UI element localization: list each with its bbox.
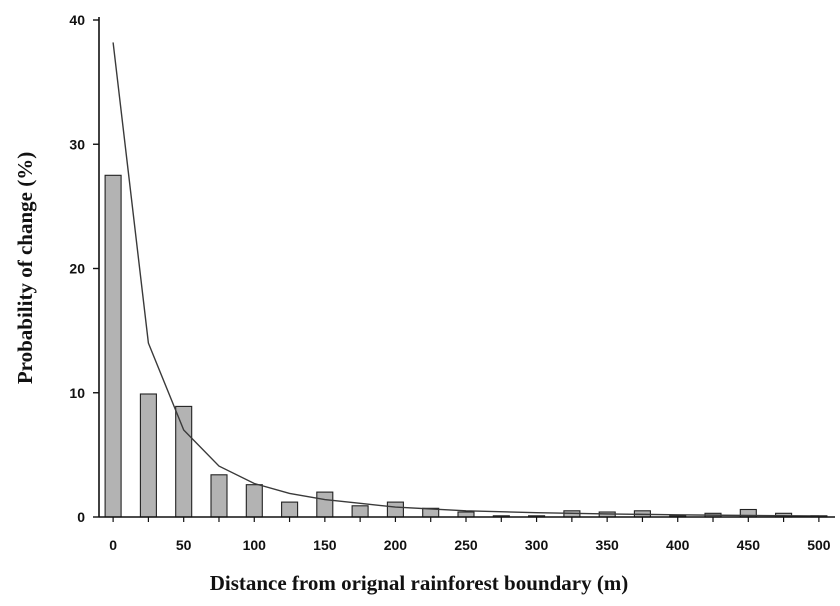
x-tick-label: 400	[666, 537, 690, 553]
x-tick-label: 0	[109, 537, 117, 553]
bar	[175, 405, 193, 518]
y-tick-label: 40	[69, 12, 85, 28]
x-tick-label: 300	[525, 537, 549, 553]
x-axis-title: Distance from orignal rainforest boundar…	[210, 571, 629, 595]
y-axis-title: Probability of change (%)	[13, 152, 37, 384]
y-tick-label: 30	[69, 136, 85, 152]
bar	[351, 505, 369, 518]
x-tick-label: 500	[807, 537, 831, 553]
bar	[386, 501, 404, 518]
bar	[316, 491, 334, 518]
trend-line-path	[112, 42, 819, 517]
x-tick-label: 250	[454, 537, 478, 553]
x-tick-label: 200	[384, 537, 408, 553]
bar	[245, 484, 263, 518]
y-tick-label: 0	[77, 509, 85, 525]
x-tick-label: 50	[176, 537, 192, 553]
bar	[104, 174, 122, 518]
x-tick-label: 100	[243, 537, 267, 553]
x-tick-label: 350	[595, 537, 619, 553]
bar	[281, 501, 299, 518]
axes	[93, 17, 835, 522]
trend-line	[112, 42, 819, 517]
bar	[139, 393, 157, 518]
x-tick-label: 450	[737, 537, 761, 553]
bar	[210, 474, 228, 518]
x-tick-label: 150	[313, 537, 337, 553]
y-tick-label: 10	[69, 385, 85, 401]
bars	[104, 174, 828, 518]
y-tick-label: 20	[69, 261, 85, 277]
